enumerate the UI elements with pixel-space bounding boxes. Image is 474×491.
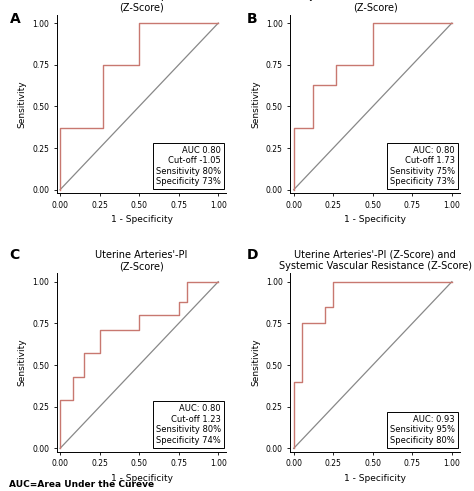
Title: Uterine Arteries'-PI
(Z-Score): Uterine Arteries'-PI (Z-Score) — [95, 249, 188, 271]
X-axis label: 1 - Specificity: 1 - Specificity — [110, 474, 173, 483]
Text: AUC: 0.80
Cut-off 1.23
Sensitivity 80%
Specificity 74%: AUC: 0.80 Cut-off 1.23 Sensitivity 80% S… — [156, 405, 221, 444]
Text: AUC 0.80
Cut-off -1.05
Sensitivity 80%
Specificity 73%: AUC 0.80 Cut-off -1.05 Sensitivity 80% S… — [156, 146, 221, 186]
Y-axis label: Sensitivity: Sensitivity — [18, 339, 27, 386]
Text: B: B — [246, 12, 257, 27]
Text: C: C — [9, 248, 20, 262]
Y-axis label: Sensitivity: Sensitivity — [18, 80, 27, 128]
Title: Cardiac output
(Z-Score): Cardiac output (Z-Score) — [105, 0, 178, 13]
Text: AUC: 0.80
Cut-off 1.73
Sensitivity 75%
Specificity 73%: AUC: 0.80 Cut-off 1.73 Sensitivity 75% S… — [390, 146, 455, 186]
Text: D: D — [246, 248, 258, 262]
Title: Systemic Vascular Resistance
(Z-Score): Systemic Vascular Resistance (Z-Score) — [302, 0, 448, 13]
Title: Uterine Arteries'-PI (Z-Score) and
Systemic Vascular Resistance (Z-Score): Uterine Arteries'-PI (Z-Score) and Syste… — [279, 249, 472, 271]
Text: AUC=Area Under the Cureve: AUC=Area Under the Cureve — [9, 480, 155, 489]
X-axis label: 1 - Specificity: 1 - Specificity — [110, 215, 173, 224]
Text: AUC: 0.93
Sensitivity 95%
Specificity 80%: AUC: 0.93 Sensitivity 95% Specificity 80… — [390, 415, 455, 444]
X-axis label: 1 - Specificity: 1 - Specificity — [344, 215, 406, 224]
Y-axis label: Sensitivity: Sensitivity — [251, 339, 260, 386]
X-axis label: 1 - Specificity: 1 - Specificity — [344, 474, 406, 483]
Text: A: A — [9, 12, 20, 27]
Y-axis label: Sensitivity: Sensitivity — [251, 80, 260, 128]
